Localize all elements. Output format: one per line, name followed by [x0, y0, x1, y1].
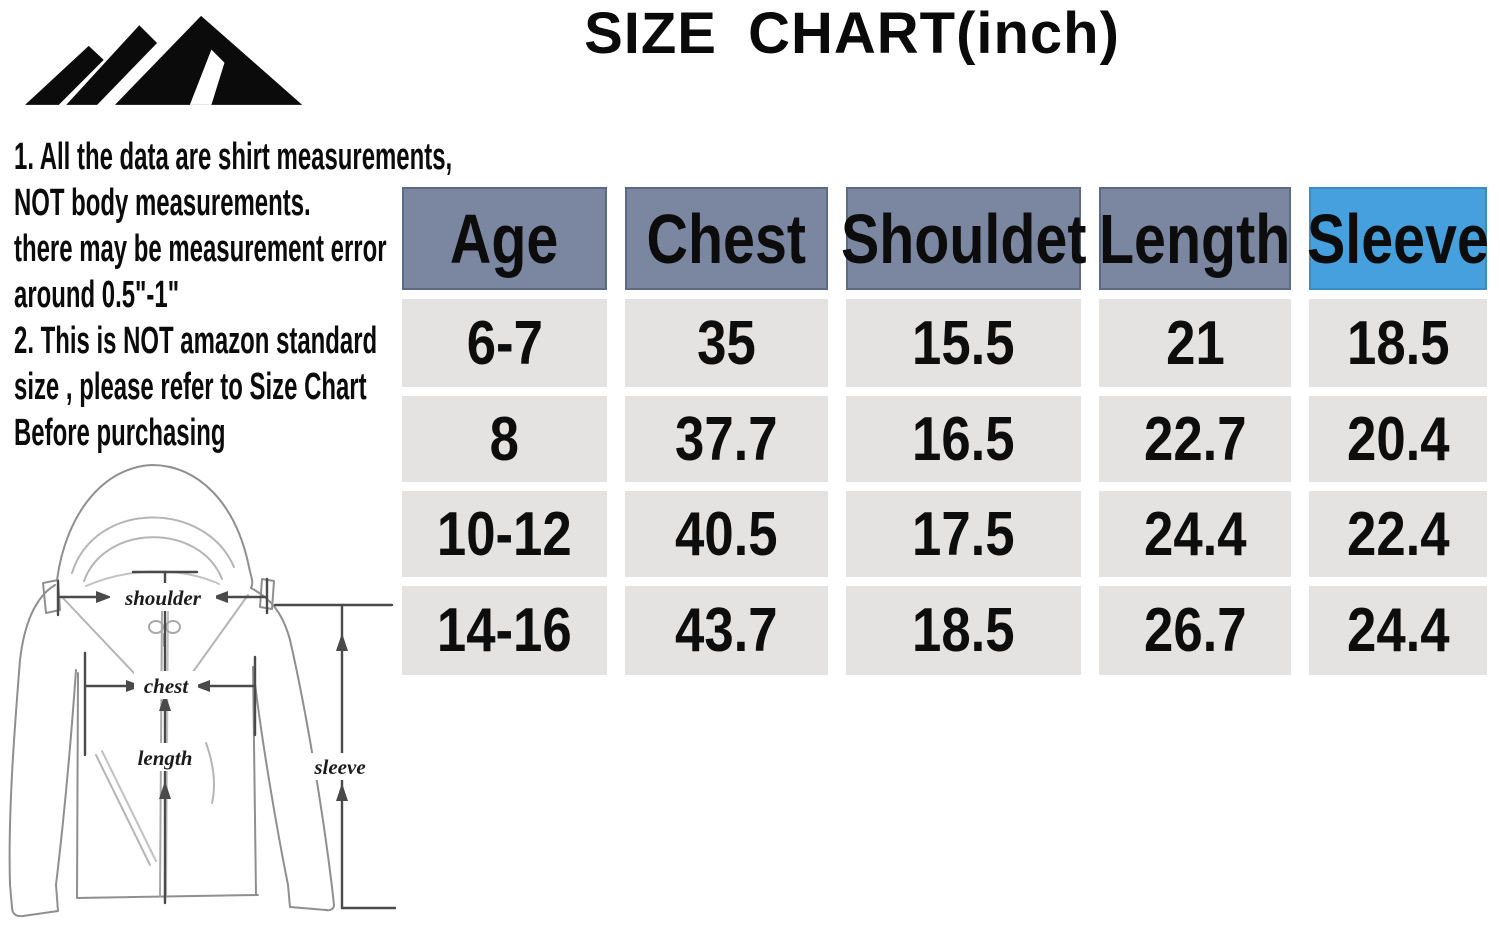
- cell-value: 21: [1165, 308, 1225, 378]
- table-cell: 18.5: [1309, 299, 1487, 387]
- shoulder-label: shoulder: [124, 586, 202, 610]
- table-cell: 15.5: [846, 299, 1081, 387]
- cell-value: 22.7: [1143, 404, 1247, 474]
- cell-value: 17.5: [912, 499, 1015, 569]
- table-cell: 43.7: [625, 586, 828, 675]
- cell-value: 8: [489, 404, 520, 474]
- column-header-chest: Chest: [625, 187, 828, 290]
- table-cell: 22.7: [1099, 396, 1291, 482]
- note-line: 2. This is NOT amazon standard: [14, 320, 378, 362]
- cell-value: 22.4: [1346, 499, 1450, 569]
- column-header-label: Chest: [646, 199, 807, 278]
- column-header-length: Length: [1099, 187, 1291, 290]
- column-header-label: Shouldet: [840, 199, 1087, 278]
- column-header-sleeve: Sleeve: [1307, 187, 1489, 290]
- table-cell: 8: [402, 396, 607, 482]
- column-header-label: Length: [1099, 199, 1291, 278]
- cell-value: 20.4: [1346, 404, 1450, 474]
- table-cell: 40.5: [625, 491, 828, 577]
- table-cell: 10-12: [402, 491, 607, 577]
- column-header-label: Age: [450, 199, 559, 278]
- cell-value: 24.4: [1143, 499, 1247, 569]
- table-cell: 14-16: [402, 586, 607, 675]
- page-title: SIZE CHART(inch): [584, 1, 1120, 66]
- size-table: Age Chest Shouldet Length Sleeve 6-7 35 15.5 21 1…: [402, 187, 1489, 675]
- table-cell: 20.4: [1309, 396, 1487, 482]
- note-line: Before purchasing: [14, 412, 226, 454]
- cell-value: 35: [697, 308, 756, 378]
- table-cell: 21: [1099, 299, 1291, 387]
- note-line: around 0.5"-1": [14, 274, 180, 316]
- cell-value: 18.5: [1346, 308, 1450, 378]
- note-line: 1. All the data are shirt measurements,: [14, 136, 453, 178]
- table-cell: 37.7: [625, 396, 828, 482]
- cell-value: 24.4: [1346, 596, 1450, 665]
- table-cell: 22.4: [1309, 491, 1487, 577]
- cell-value: 40.5: [675, 499, 778, 569]
- jacket-measurement-diagram: shoulder chest length sleeve: [8, 464, 397, 918]
- cell-value: 43.7: [675, 596, 778, 665]
- table-cell: 6-7: [402, 299, 607, 387]
- table-cell: 16.5: [846, 396, 1081, 482]
- column-header-age: Age: [402, 187, 607, 290]
- diagram-label-halos: [110, 583, 376, 780]
- cell-value: 18.5: [912, 596, 1015, 665]
- table-cell: 18.5: [846, 586, 1081, 675]
- cell-value: 6-7: [466, 308, 543, 378]
- cell-value: 16.5: [912, 404, 1015, 474]
- table-cell: 17.5: [846, 491, 1081, 577]
- note-line: there may be measurement error: [14, 228, 387, 270]
- cell-value: 10-12: [437, 499, 572, 569]
- table-cell: 35: [625, 299, 828, 387]
- cell-value: 37.7: [675, 404, 778, 474]
- measure-arrows: [56, 570, 397, 910]
- mountain-range-icon: [25, 15, 303, 105]
- column-header-label: Sleeve: [1307, 199, 1489, 278]
- note-line: size , please refer to Size Chart: [14, 366, 367, 408]
- notes: 1. All the data are shirt measurements, N…: [14, 134, 494, 456]
- chest-label: chest: [144, 674, 189, 698]
- length-label: length: [138, 746, 193, 770]
- cell-value: 15.5: [912, 308, 1015, 378]
- table-cell: 24.4: [1099, 491, 1291, 577]
- table-cell: 24.4: [1309, 586, 1487, 675]
- cell-value: 14-16: [437, 596, 572, 665]
- cell-value: 26.7: [1143, 596, 1247, 665]
- table-cell: 26.7: [1099, 586, 1291, 675]
- sleeve-label: sleeve: [313, 755, 365, 779]
- note-line: NOT body measurements.: [14, 182, 311, 224]
- column-header-shouldet: Shouldet: [841, 187, 1086, 290]
